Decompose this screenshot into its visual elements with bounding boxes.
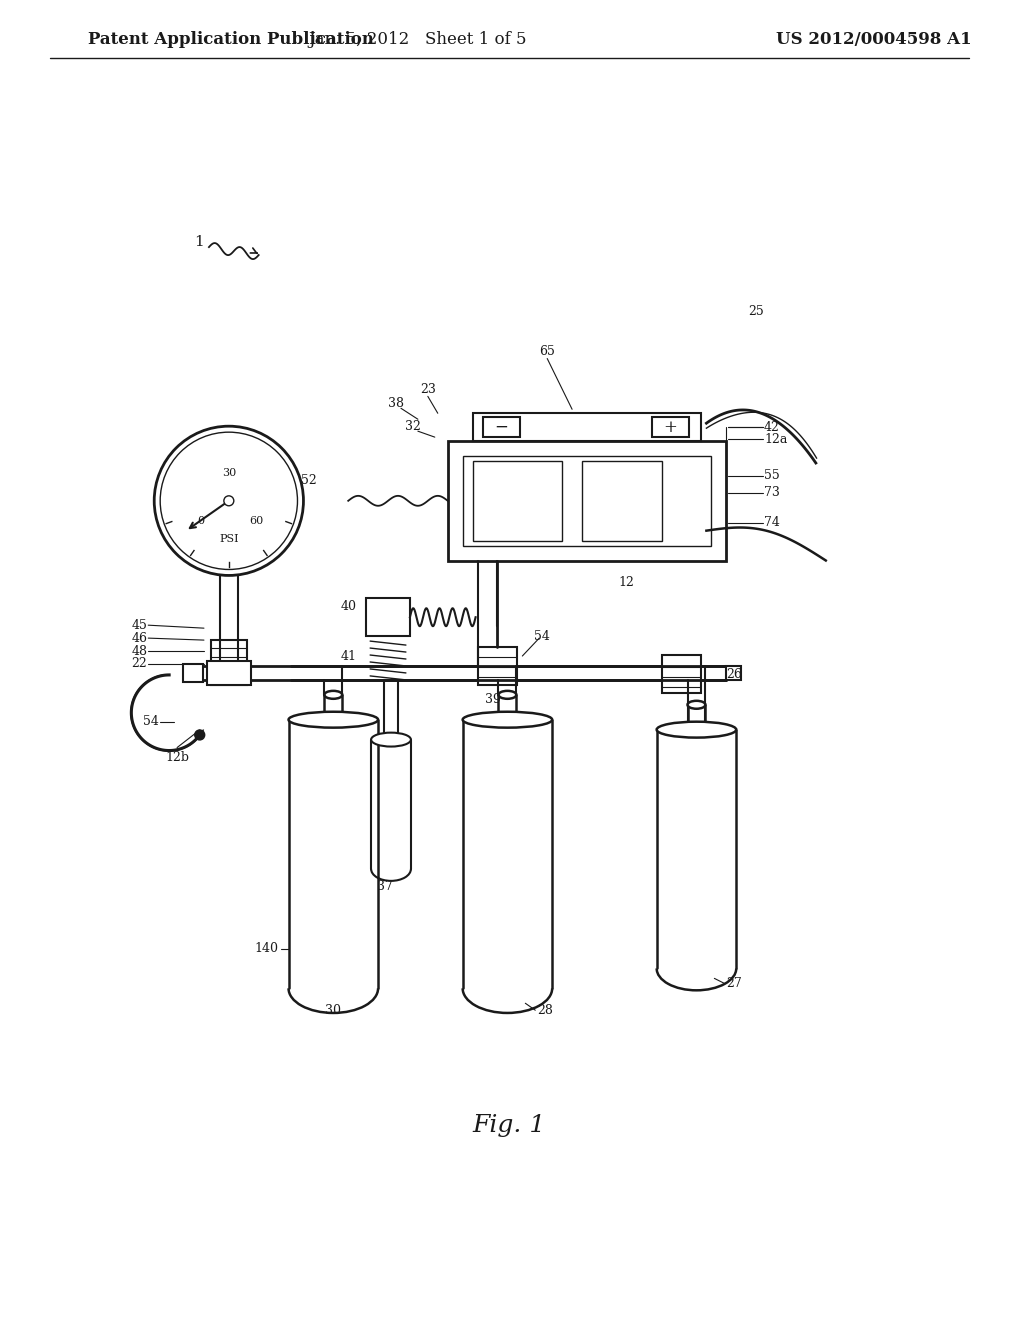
Text: 39: 39 — [484, 693, 501, 706]
Ellipse shape — [289, 711, 378, 727]
Text: Jan. 5, 2012   Sheet 1 of 5: Jan. 5, 2012 Sheet 1 of 5 — [308, 30, 527, 48]
Text: 26: 26 — [726, 668, 742, 681]
Bar — [367, 598, 410, 636]
Bar — [211, 640, 247, 685]
Circle shape — [224, 496, 233, 506]
Text: 38: 38 — [388, 397, 404, 409]
Bar — [482, 417, 520, 437]
Text: 55: 55 — [764, 470, 780, 482]
Bar — [662, 655, 701, 693]
Ellipse shape — [499, 690, 516, 698]
Text: Fig. 1: Fig. 1 — [473, 1114, 546, 1137]
Text: 42: 42 — [764, 421, 780, 434]
Text: 65: 65 — [540, 345, 555, 358]
Ellipse shape — [371, 733, 411, 747]
Circle shape — [160, 432, 298, 569]
Bar — [473, 461, 562, 541]
Text: 22: 22 — [131, 657, 147, 671]
Bar — [207, 661, 251, 685]
Text: 40: 40 — [340, 599, 356, 612]
Text: 27: 27 — [726, 977, 742, 990]
Circle shape — [155, 426, 303, 576]
Text: 30: 30 — [326, 1003, 341, 1016]
Text: 12b: 12b — [165, 751, 189, 764]
Text: 25: 25 — [749, 305, 764, 318]
Text: 12a: 12a — [764, 433, 787, 446]
Text: 41: 41 — [340, 649, 356, 663]
Bar — [473, 413, 701, 441]
Text: 12: 12 — [618, 576, 635, 589]
Ellipse shape — [656, 722, 736, 738]
Text: 46: 46 — [131, 631, 147, 644]
Text: 1: 1 — [195, 235, 204, 249]
Text: 48: 48 — [131, 644, 147, 657]
Bar — [447, 441, 726, 561]
Text: 23: 23 — [420, 383, 436, 396]
Text: 32: 32 — [404, 420, 421, 433]
Bar — [477, 647, 517, 685]
Text: 60: 60 — [250, 516, 264, 525]
Bar — [582, 461, 662, 541]
Text: 54: 54 — [143, 715, 159, 729]
Ellipse shape — [687, 701, 706, 709]
Text: 140: 140 — [255, 942, 279, 956]
Text: 52: 52 — [301, 474, 316, 487]
Text: 45: 45 — [131, 619, 147, 632]
Bar — [463, 455, 712, 545]
Text: Patent Application Publication: Patent Application Publication — [88, 30, 374, 48]
Text: 74: 74 — [764, 516, 780, 529]
Text: US 2012/0004598 A1: US 2012/0004598 A1 — [776, 30, 972, 48]
Text: 0: 0 — [198, 516, 205, 525]
Ellipse shape — [325, 690, 342, 698]
Bar — [726, 667, 741, 680]
Text: 73: 73 — [764, 486, 780, 499]
Text: 28: 28 — [538, 1003, 553, 1016]
Bar — [651, 417, 689, 437]
Text: 54: 54 — [535, 630, 550, 643]
Text: 37: 37 — [377, 880, 393, 894]
Text: +: + — [664, 418, 678, 436]
Ellipse shape — [463, 711, 552, 727]
Text: 30: 30 — [222, 469, 236, 478]
Text: −: − — [495, 418, 508, 436]
Text: PSI: PSI — [219, 533, 239, 544]
Circle shape — [195, 730, 205, 741]
Bar — [183, 664, 203, 682]
